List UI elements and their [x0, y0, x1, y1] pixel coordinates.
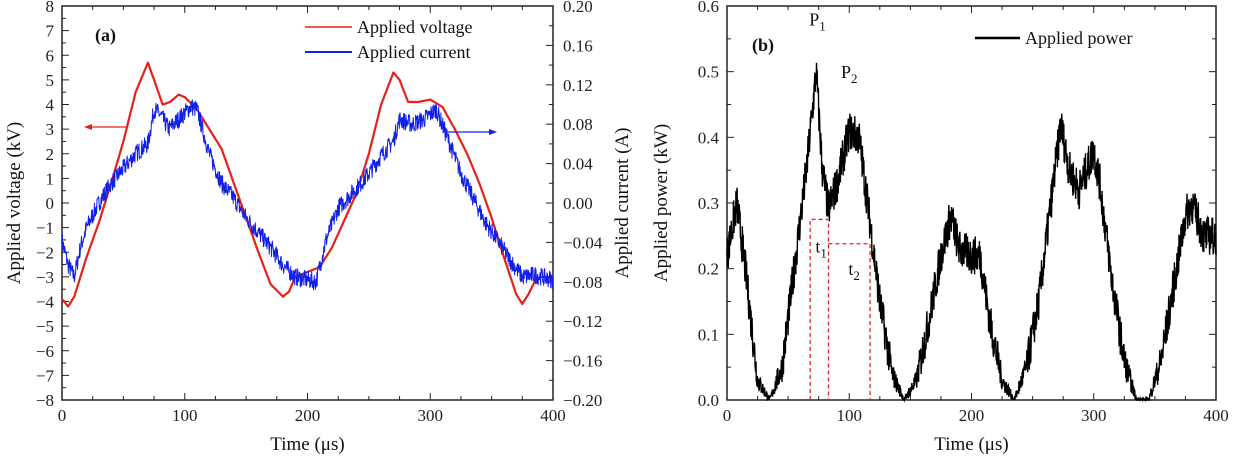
y-tick-label: 7	[46, 22, 55, 41]
annotation-p2: P2	[841, 62, 858, 86]
left-axis-arrowhead	[84, 124, 92, 130]
x-tick-label: 100	[837, 406, 863, 425]
y-tick-label: 0.4	[698, 128, 720, 147]
annotation-p1: P1	[809, 10, 826, 34]
y-tick-label: 5	[46, 71, 55, 90]
y-tick-label: 0.3	[698, 194, 719, 213]
panel-label-b: (b)	[752, 35, 774, 56]
y-tick-label: 8	[46, 0, 55, 16]
x-tick-label: 200	[295, 406, 321, 425]
y-tick-label: 1	[46, 169, 55, 188]
y-axis-label: Applied voltage (kV)	[4, 122, 25, 285]
y-right-tick-label: −0.04	[563, 233, 603, 252]
right-axis-arrowhead	[489, 129, 497, 135]
t1-guide	[809, 218, 830, 400]
y-right-tick-label: 0.16	[563, 36, 593, 55]
y-tick-label: 2	[46, 145, 55, 164]
y-right-tick-label: 0.12	[563, 76, 593, 95]
y-tick-label: 0	[46, 194, 55, 213]
x-tick-label: 300	[418, 406, 444, 425]
legend-label: Applied current	[357, 42, 470, 62]
y-tick-label: 6	[46, 46, 55, 65]
voltage-line	[61, 61, 553, 308]
annotation-t2: t2	[848, 259, 860, 283]
panel-label-a: (a)	[95, 25, 116, 46]
current-line	[61, 99, 554, 291]
x-tick-label: 400	[540, 406, 566, 425]
y-tick-label: −1	[36, 219, 54, 238]
y-tick-label: −6	[36, 342, 54, 361]
y-right-tick-label: 0.04	[563, 155, 593, 174]
x-tick-label: 400	[1203, 406, 1229, 425]
x-axis-label: Time (μs)	[270, 434, 344, 455]
plot-frame	[61, 5, 554, 401]
x-tick-label: 100	[172, 406, 198, 425]
y-tick-label: 0.5	[698, 63, 719, 82]
y-right-tick-label: 0.08	[563, 115, 593, 134]
y-tick-label: 0.6	[698, 0, 719, 16]
y-tick-label: −8	[36, 391, 54, 410]
y-right-tick-label: −0.16	[563, 352, 602, 371]
y-tick-label: −3	[36, 268, 54, 287]
y-right-axis-label: Applied current (A)	[612, 128, 633, 279]
y-tick-label: −7	[36, 366, 55, 385]
x-tick-label: 200	[959, 406, 985, 425]
y-tick-label: 0.2	[698, 260, 719, 279]
x-tick-label: 0	[58, 406, 67, 425]
y-tick-label: 0.0	[698, 391, 719, 410]
y-tick-label: −2	[36, 243, 54, 262]
x-tick-label: 300	[1081, 406, 1107, 425]
y-tick-label: 3	[46, 120, 55, 139]
y-tick-label: 4	[46, 96, 55, 115]
y-right-tick-label: −0.12	[563, 312, 602, 331]
legend-label: Applied power	[1025, 28, 1132, 48]
y-right-tick-label: −0.08	[563, 273, 602, 292]
y-axis-label: Applied power (kW)	[651, 124, 672, 282]
annotation-t1: t1	[815, 236, 827, 260]
y-tick-label: 0.1	[698, 325, 719, 344]
x-tick-label: 0	[723, 406, 732, 425]
y-right-tick-label: 0.20	[563, 0, 593, 16]
power-line	[726, 62, 1217, 403]
y-right-tick-label: −0.20	[563, 391, 602, 410]
x-axis-label: Time (μs)	[934, 434, 1008, 455]
legend-label: Applied voltage	[357, 17, 472, 37]
y-right-tick-label: 0.00	[563, 194, 593, 213]
plot-frame	[726, 5, 1217, 401]
y-tick-label: −4	[36, 293, 55, 312]
y-tick-label: −5	[36, 317, 54, 336]
